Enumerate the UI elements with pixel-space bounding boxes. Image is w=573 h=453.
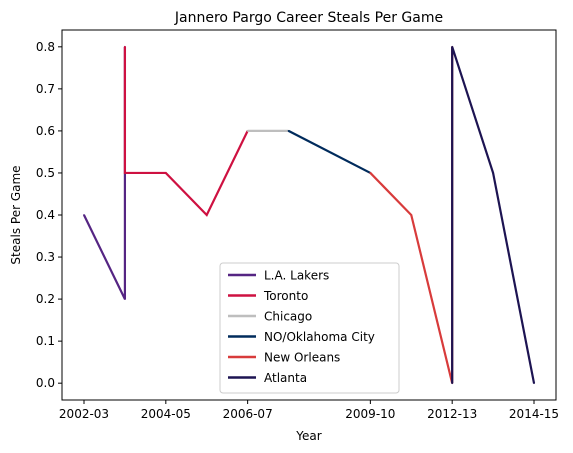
x-axis-label: Year bbox=[295, 429, 321, 443]
y-axis-label: Steals Per Game bbox=[9, 165, 23, 264]
legend-label: NO/Oklahoma City bbox=[264, 330, 375, 344]
legend: L.A. Lakers Toronto Chicago NO/Oklahoma Cit… bbox=[219, 262, 400, 394]
y-tick-label: 0.7 bbox=[36, 82, 55, 96]
series-line bbox=[288, 129, 371, 174]
x-tick-label: 2006-07 bbox=[223, 407, 273, 421]
x-axis: 2002-03 2004-05 2006-07 2009-10 2012-13 2014-… bbox=[59, 400, 559, 421]
y-axis: 0.0 0.1 0.2 0.3 0.4 0.5 0.6 0.7 0.8 bbox=[36, 40, 62, 390]
legend-item: New Orleans bbox=[228, 351, 340, 365]
legend-item: Toronto bbox=[228, 289, 308, 303]
data-point bbox=[164, 172, 167, 174]
data-point bbox=[287, 130, 290, 132]
data-point bbox=[492, 172, 494, 174]
data-point bbox=[369, 172, 372, 174]
x-tick-label: 2014-15 bbox=[509, 407, 559, 421]
legend-label: Toronto bbox=[263, 289, 308, 303]
y-tick-label: 0.3 bbox=[36, 250, 55, 264]
data-point bbox=[124, 45, 126, 48]
y-tick-label: 0.5 bbox=[36, 166, 55, 180]
data-point bbox=[451, 382, 454, 385]
data-point bbox=[124, 172, 126, 174]
x-tick-label: 2004-05 bbox=[141, 407, 191, 421]
y-tick-label: 0.2 bbox=[36, 292, 55, 306]
data-point bbox=[205, 214, 208, 216]
legend-label: New Orleans bbox=[264, 351, 340, 365]
y-tick-label: 0.8 bbox=[36, 40, 55, 54]
plot-area bbox=[83, 45, 536, 385]
data-point bbox=[533, 382, 535, 385]
legend-label: L.A. Lakers bbox=[264, 269, 329, 283]
legend-box bbox=[219, 262, 400, 394]
y-tick-label: 0.6 bbox=[36, 124, 55, 138]
data-point bbox=[124, 298, 126, 300]
chart-title: Jannero Pargo Career Steals Per Game bbox=[174, 10, 443, 26]
x-tick-label: 2002-03 bbox=[59, 407, 109, 421]
legend-label: Atlanta bbox=[264, 371, 307, 385]
x-tick-label: 2009-10 bbox=[345, 407, 395, 421]
y-tick-label: 0.0 bbox=[36, 376, 55, 390]
y-tick-label: 0.4 bbox=[36, 208, 55, 222]
legend-item: Chicago bbox=[228, 310, 312, 324]
legend-label: Chicago bbox=[264, 310, 312, 324]
data-point bbox=[410, 214, 413, 216]
series-2 bbox=[246, 129, 290, 133]
data-point bbox=[246, 130, 249, 132]
y-tick-label: 0.1 bbox=[36, 334, 55, 348]
series-5 bbox=[451, 45, 536, 385]
series-line bbox=[451, 46, 536, 384]
data-point bbox=[83, 214, 85, 216]
legend-item: L.A. Lakers bbox=[228, 269, 329, 283]
legend-item: NO/Oklahoma City bbox=[228, 330, 375, 344]
legend-item: Atlanta bbox=[228, 371, 307, 385]
x-tick-label: 2012-13 bbox=[427, 407, 477, 421]
data-point bbox=[451, 45, 454, 48]
